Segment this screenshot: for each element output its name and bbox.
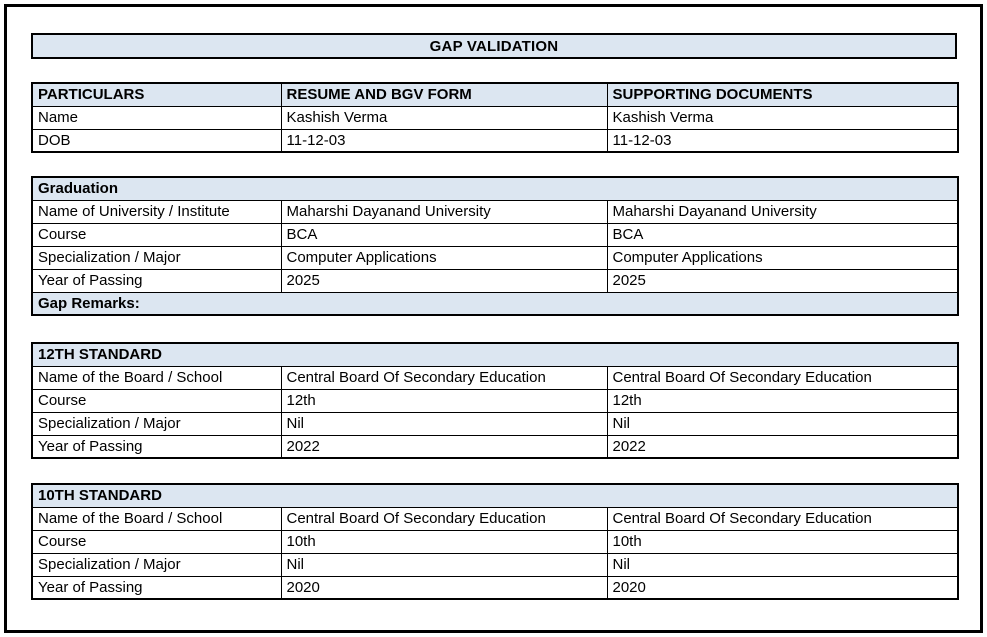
row-label: Year of Passing bbox=[31, 434, 282, 459]
row-label: Specialization / Major bbox=[31, 411, 282, 436]
column-header-particulars: PARTICULARS bbox=[31, 82, 282, 107]
table-row: Specialization / Major Nil Nil bbox=[31, 552, 959, 577]
row-label: Course bbox=[31, 529, 282, 554]
resume-value: 2025 bbox=[280, 268, 608, 293]
resume-value: 2020 bbox=[280, 575, 608, 600]
row-label: Year of Passing bbox=[31, 268, 282, 293]
supporting-value: 11-12-03 bbox=[606, 128, 959, 153]
row-label: Year of Passing bbox=[31, 575, 282, 600]
section-header-row: Graduation bbox=[31, 176, 959, 201]
resume-value: 11-12-03 bbox=[280, 128, 608, 153]
supporting-value: 2022 bbox=[606, 434, 959, 459]
row-label: Specialization / Major bbox=[31, 245, 282, 270]
supporting-value: Central Board Of Secondary Education bbox=[606, 365, 959, 390]
resume-value: 10th bbox=[280, 529, 608, 554]
table-row: Name of University / Institute Maharshi … bbox=[31, 199, 959, 224]
supporting-value: Computer Applications bbox=[606, 245, 959, 270]
table-row: Specialization / Major Nil Nil bbox=[31, 411, 959, 436]
table-row: Year of Passing 2022 2022 bbox=[31, 434, 959, 459]
row-label: Name bbox=[31, 105, 282, 130]
row-label: Name of University / Institute bbox=[31, 199, 282, 224]
resume-value: Kashish Verma bbox=[280, 105, 608, 130]
supporting-value: Kashish Verma bbox=[606, 105, 959, 130]
section-header-row: 10TH STANDARD bbox=[31, 483, 959, 508]
resume-value: Computer Applications bbox=[280, 245, 608, 270]
supporting-value: 2025 bbox=[606, 268, 959, 293]
supporting-value: 12th bbox=[606, 388, 959, 413]
resume-value: Maharshi Dayanand University bbox=[280, 199, 608, 224]
supporting-value: Nil bbox=[606, 552, 959, 577]
table-row: Specialization / Major Computer Applicat… bbox=[31, 245, 959, 270]
row-label: Course bbox=[31, 222, 282, 247]
table-row: Name of the Board / School Central Board… bbox=[31, 365, 959, 390]
page-title-text: GAP VALIDATION bbox=[429, 37, 559, 55]
resume-value: Central Board Of Secondary Education bbox=[280, 506, 608, 531]
twelfth-standard-table: 12TH STANDARD Name of the Board / School… bbox=[31, 342, 959, 459]
gap-remarks-row: Gap Remarks: bbox=[31, 291, 959, 316]
row-label: DOB bbox=[31, 128, 282, 153]
section-title-graduation: Graduation bbox=[31, 176, 959, 201]
gap-remarks-label: Gap Remarks: bbox=[31, 291, 959, 316]
row-label: Specialization / Major bbox=[31, 552, 282, 577]
row-label: Name of the Board / School bbox=[31, 506, 282, 531]
table-row: Name Kashish Verma Kashish Verma bbox=[31, 105, 959, 130]
supporting-value: 10th bbox=[606, 529, 959, 554]
table-row: Year of Passing 2020 2020 bbox=[31, 575, 959, 600]
section-title-12th-standard: 12TH STANDARD bbox=[31, 342, 959, 367]
section-header-row: 12TH STANDARD bbox=[31, 342, 959, 367]
resume-value: Central Board Of Secondary Education bbox=[280, 365, 608, 390]
table-row: Year of Passing 2025 2025 bbox=[31, 268, 959, 293]
table-row: Course BCA BCA bbox=[31, 222, 959, 247]
supporting-value: Nil bbox=[606, 411, 959, 436]
row-label: Name of the Board / School bbox=[31, 365, 282, 390]
supporting-value: BCA bbox=[606, 222, 959, 247]
resume-value: Nil bbox=[280, 552, 608, 577]
resume-value: 12th bbox=[280, 388, 608, 413]
document-content: GAP VALIDATION PARTICULARS RESUME AND BG… bbox=[31, 33, 960, 600]
particulars-table: PARTICULARS RESUME AND BGV FORM SUPPORTI… bbox=[31, 82, 959, 153]
section-title-10th-standard: 10TH STANDARD bbox=[31, 483, 959, 508]
column-header-resume-bgv: RESUME AND BGV FORM bbox=[280, 82, 608, 107]
table-header-row: PARTICULARS RESUME AND BGV FORM SUPPORTI… bbox=[31, 82, 959, 107]
table-row: Course 12th 12th bbox=[31, 388, 959, 413]
tenth-standard-table: 10TH STANDARD Name of the Board / School… bbox=[31, 483, 959, 600]
resume-value: Nil bbox=[280, 411, 608, 436]
supporting-value: Maharshi Dayanand University bbox=[606, 199, 959, 224]
column-header-supporting-docs: SUPPORTING DOCUMENTS bbox=[606, 82, 959, 107]
supporting-value: Central Board Of Secondary Education bbox=[606, 506, 959, 531]
resume-value: BCA bbox=[280, 222, 608, 247]
page-title: GAP VALIDATION bbox=[31, 33, 957, 59]
supporting-value: 2020 bbox=[606, 575, 959, 600]
graduation-table: Graduation Name of University / Institut… bbox=[31, 176, 960, 316]
table-row: DOB 11-12-03 11-12-03 bbox=[31, 128, 959, 153]
table-row: Name of the Board / School Central Board… bbox=[31, 506, 959, 531]
table-row: Course 10th 10th bbox=[31, 529, 959, 554]
row-label: Course bbox=[31, 388, 282, 413]
resume-value: 2022 bbox=[280, 434, 608, 459]
